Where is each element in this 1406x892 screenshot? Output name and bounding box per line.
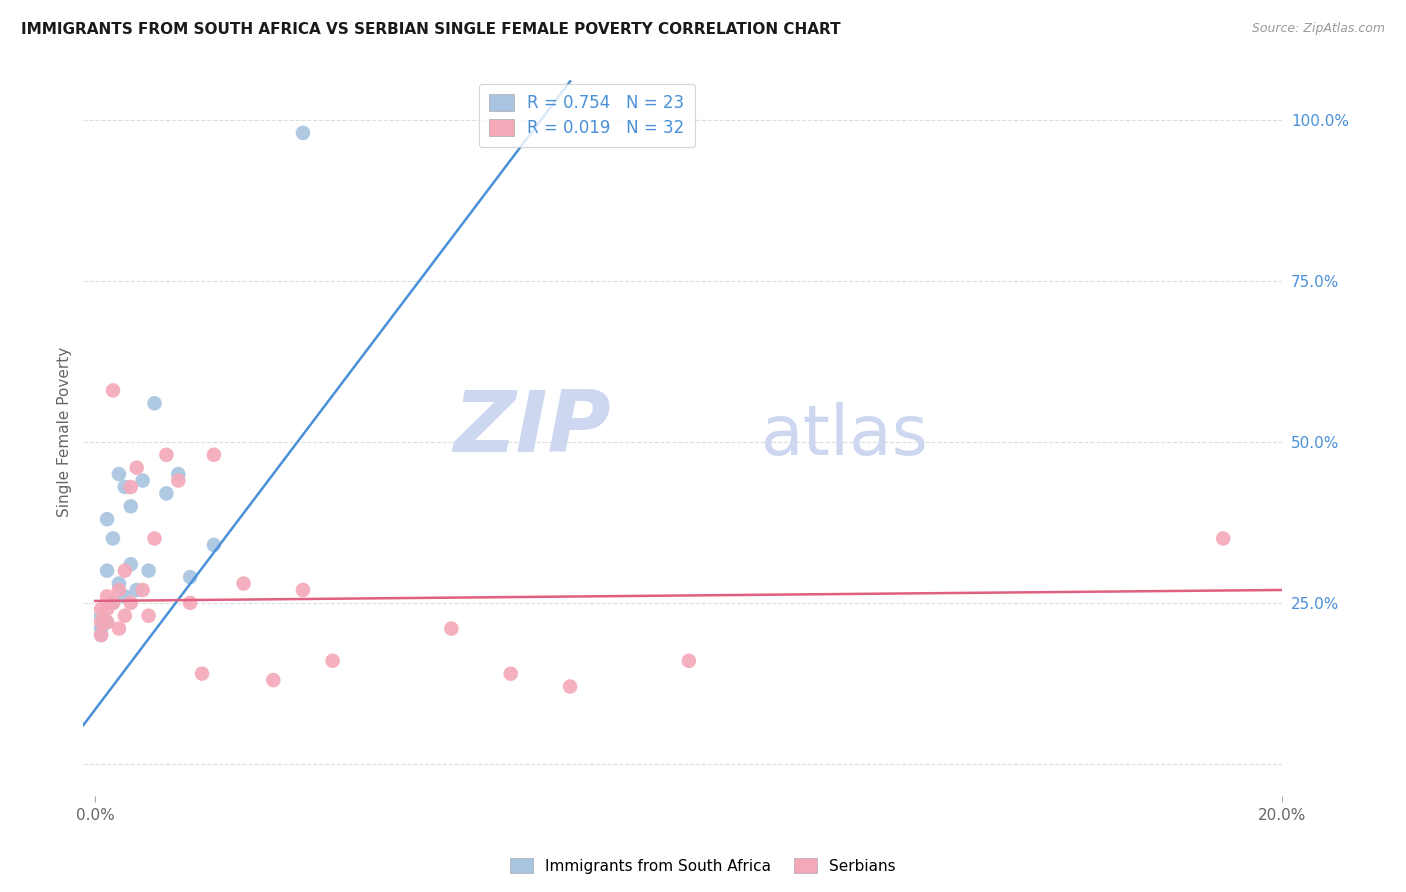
Legend: R = 0.754   N = 23, R = 0.019   N = 32: R = 0.754 N = 23, R = 0.019 N = 32 — [479, 84, 695, 147]
Y-axis label: Single Female Poverty: Single Female Poverty — [58, 347, 72, 517]
Point — [96, 602, 118, 616]
Point — [440, 622, 463, 636]
Point — [96, 615, 118, 629]
Point — [101, 596, 124, 610]
Text: atlas: atlas — [761, 402, 929, 469]
Point — [120, 480, 142, 494]
Point — [202, 448, 225, 462]
Point — [90, 628, 112, 642]
Text: IMMIGRANTS FROM SOUTH AFRICA VS SERBIAN SINGLE FEMALE POVERTY CORRELATION CHART: IMMIGRANTS FROM SOUTH AFRICA VS SERBIAN … — [21, 22, 841, 37]
Point — [291, 126, 314, 140]
Point — [120, 500, 142, 514]
Point — [558, 680, 581, 694]
Point — [108, 582, 131, 597]
Point — [155, 448, 177, 462]
Point — [131, 582, 153, 597]
Point — [114, 608, 136, 623]
Point — [90, 628, 112, 642]
Point — [96, 512, 118, 526]
Point — [179, 596, 201, 610]
Point — [232, 576, 254, 591]
Legend: Immigrants from South Africa, Serbians: Immigrants from South Africa, Serbians — [503, 852, 903, 880]
Point — [291, 582, 314, 597]
Point — [101, 596, 124, 610]
Point — [90, 622, 112, 636]
Point — [125, 460, 148, 475]
Point — [120, 596, 142, 610]
Point — [202, 538, 225, 552]
Point — [322, 654, 344, 668]
Point — [131, 474, 153, 488]
Text: Source: ZipAtlas.com: Source: ZipAtlas.com — [1251, 22, 1385, 36]
Point — [114, 590, 136, 604]
Point — [120, 558, 142, 572]
Point — [96, 590, 118, 604]
Point — [678, 654, 700, 668]
Point — [1212, 532, 1234, 546]
Point — [101, 532, 124, 546]
Point — [101, 384, 124, 398]
Point — [114, 480, 136, 494]
Point — [108, 576, 131, 591]
Point — [96, 615, 118, 629]
Point — [90, 602, 112, 616]
Point — [138, 564, 160, 578]
Text: ZIP: ZIP — [453, 387, 612, 470]
Point — [138, 608, 160, 623]
Point — [108, 467, 131, 481]
Point — [143, 396, 166, 410]
Point — [90, 608, 112, 623]
Point — [108, 622, 131, 636]
Point — [155, 486, 177, 500]
Point — [114, 564, 136, 578]
Point — [96, 564, 118, 578]
Point — [90, 615, 112, 629]
Point — [143, 532, 166, 546]
Point — [167, 467, 190, 481]
Point — [191, 666, 214, 681]
Point — [125, 582, 148, 597]
Point — [179, 570, 201, 584]
Point — [499, 666, 522, 681]
Point — [262, 673, 284, 687]
Point — [167, 474, 190, 488]
